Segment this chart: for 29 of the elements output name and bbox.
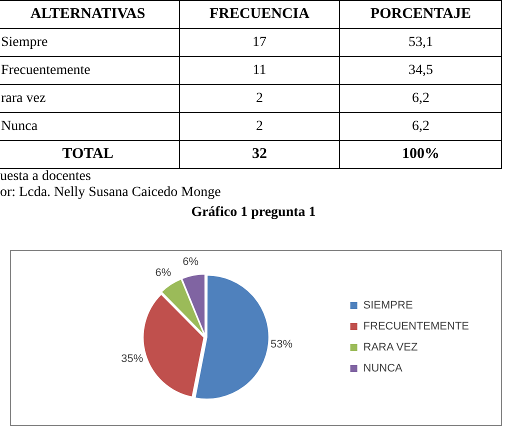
text: or: Lcda. Nelly Susana Caicedo Monge xyxy=(0,185,222,201)
text: PORCENTAJE xyxy=(340,0,502,28)
text: 100% xyxy=(340,140,502,168)
text: 17 xyxy=(179,28,340,56)
legend-label: FRECUENTEMENTE xyxy=(363,320,470,333)
text: FRECUENCIA xyxy=(179,0,340,28)
text: rara vez xyxy=(0,84,180,112)
text: 11 xyxy=(179,56,340,84)
text: ALTERNATIVAS xyxy=(0,0,180,28)
text: TOTAL xyxy=(0,140,180,168)
text: 2 xyxy=(179,84,340,112)
text: Frecuentemente xyxy=(0,56,180,84)
data-label: 6% xyxy=(182,256,199,268)
text: 2 xyxy=(179,112,340,140)
legend-label: SIEMPRE xyxy=(363,300,413,312)
text: 6,2 xyxy=(340,84,502,112)
data-label: 35% xyxy=(121,353,144,366)
text: 6,2 xyxy=(340,112,502,140)
text: Nunca xyxy=(0,112,180,140)
text: 34,5 xyxy=(340,56,502,84)
text: uesta a docentes xyxy=(0,169,92,185)
text: 53,1 xyxy=(340,28,502,56)
legend-label: NUNCA xyxy=(363,362,404,375)
text: 32 xyxy=(179,140,340,168)
data-label: 53% xyxy=(270,338,293,350)
legend-label: RARA VEZ xyxy=(363,342,418,354)
chart-title: Gráfico 1 pregunta 1 xyxy=(190,205,317,221)
text: Siempre xyxy=(0,28,180,56)
data-label: 6% xyxy=(155,267,172,280)
